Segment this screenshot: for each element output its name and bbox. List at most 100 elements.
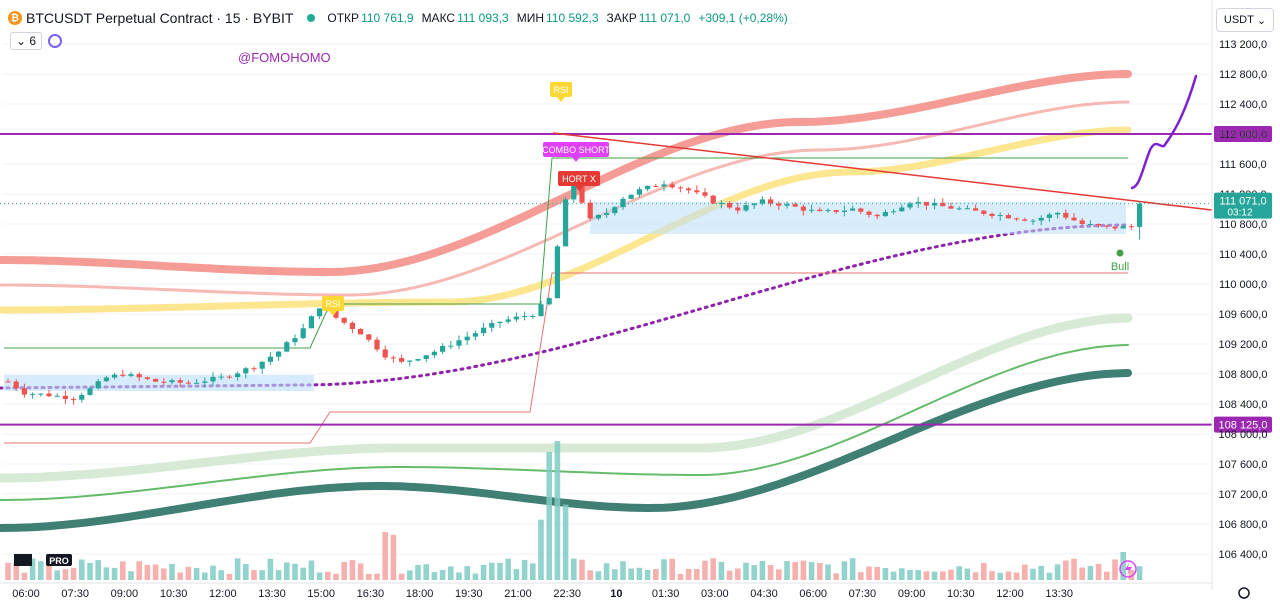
- candle[interactable]: [472, 330, 478, 341]
- candle[interactable]: [964, 205, 970, 210]
- candle[interactable]: [349, 321, 355, 334]
- candle[interactable]: [46, 390, 52, 398]
- candle[interactable]: [1128, 223, 1134, 230]
- candle[interactable]: [595, 214, 601, 221]
- candle[interactable]: [1022, 217, 1028, 222]
- candle[interactable]: [38, 393, 44, 397]
- combo-short-label[interactable]: COMBO SHORT: [542, 142, 610, 162]
- candle[interactable]: [243, 366, 249, 379]
- candle[interactable]: [718, 199, 724, 209]
- candle[interactable]: [226, 374, 232, 379]
- candle[interactable]: [587, 199, 593, 221]
- candle[interactable]: [628, 194, 634, 200]
- candle[interactable]: [1104, 225, 1110, 229]
- candle[interactable]: [431, 349, 437, 359]
- candle[interactable]: [546, 297, 552, 306]
- candle[interactable]: [235, 371, 241, 381]
- candle[interactable]: [194, 378, 200, 384]
- candle[interactable]: [956, 206, 962, 211]
- candle[interactable]: [374, 337, 380, 352]
- candle[interactable]: [448, 341, 454, 350]
- candle[interactable]: [776, 201, 782, 211]
- candle[interactable]: [161, 378, 167, 386]
- trendline[interactable]: [552, 132, 1213, 211]
- candle[interactable]: [973, 204, 979, 211]
- candle[interactable]: [686, 187, 692, 194]
- candle[interactable]: [891, 208, 897, 215]
- candle[interactable]: [645, 185, 651, 192]
- candle[interactable]: [669, 181, 675, 189]
- candle[interactable]: [1096, 223, 1102, 228]
- candle[interactable]: [136, 372, 142, 382]
- candle[interactable]: [620, 196, 626, 210]
- currency-select[interactable]: USDT ⌄: [1216, 8, 1274, 32]
- candle[interactable]: [1063, 209, 1069, 220]
- candle[interactable]: [497, 321, 503, 329]
- candle[interactable]: [95, 378, 101, 390]
- candle[interactable]: [727, 201, 733, 210]
- candle[interactable]: [858, 207, 864, 215]
- candle[interactable]: [809, 204, 815, 213]
- candle[interactable]: [661, 180, 667, 191]
- candle[interactable]: [513, 312, 519, 323]
- candle[interactable]: [694, 185, 700, 195]
- candle[interactable]: [120, 369, 126, 378]
- candle[interactable]: [423, 355, 429, 363]
- candle[interactable]: [997, 212, 1003, 221]
- candle[interactable]: [981, 210, 987, 216]
- candle[interactable]: [464, 331, 470, 345]
- candle[interactable]: [932, 198, 938, 210]
- candle[interactable]: [850, 205, 856, 211]
- candle[interactable]: [62, 390, 68, 405]
- candle[interactable]: [284, 340, 290, 352]
- candle[interactable]: [1055, 211, 1061, 219]
- candle[interactable]: [522, 311, 528, 321]
- candle[interactable]: [636, 186, 642, 198]
- candle[interactable]: [30, 392, 36, 399]
- symbol-header[interactable]: ₿ BTCUSDT Perpetual Contract · 15 · BYBI…: [8, 7, 796, 29]
- rsi-label[interactable]: RSI: [322, 296, 344, 316]
- candle[interactable]: [1120, 224, 1126, 229]
- candle[interactable]: [530, 314, 536, 319]
- candle[interactable]: [612, 206, 618, 216]
- candle[interactable]: [841, 205, 847, 217]
- candle[interactable]: [882, 209, 888, 217]
- candle[interactable]: [874, 213, 880, 220]
- candle[interactable]: [1087, 220, 1093, 226]
- candle[interactable]: [923, 201, 929, 210]
- candle[interactable]: [800, 204, 806, 216]
- candle[interactable]: [456, 335, 462, 350]
- candle[interactable]: [54, 393, 60, 398]
- candle[interactable]: [1079, 218, 1085, 226]
- symbol-title[interactable]: BTCUSDT Perpetual Contract · 15 · BYBIT: [26, 10, 294, 26]
- candle[interactable]: [1046, 212, 1052, 222]
- candle[interactable]: [1030, 218, 1036, 226]
- candle[interactable]: [489, 319, 495, 333]
- candle[interactable]: [604, 208, 610, 218]
- candle[interactable]: [267, 352, 273, 365]
- candle[interactable]: [907, 201, 913, 210]
- sync-icon[interactable]: [48, 34, 63, 48]
- candle[interactable]: [251, 366, 257, 372]
- candle[interactable]: [87, 386, 93, 396]
- candle[interactable]: [300, 323, 306, 340]
- candle[interactable]: [784, 201, 790, 209]
- candle[interactable]: [940, 198, 946, 207]
- candle[interactable]: [481, 322, 487, 336]
- candle[interactable]: [440, 343, 446, 354]
- candle[interactable]: [210, 372, 216, 386]
- candle[interactable]: [153, 378, 159, 382]
- lightning-icon[interactable]: [1119, 560, 1137, 578]
- candle[interactable]: [1112, 226, 1118, 231]
- candle[interactable]: [743, 201, 749, 213]
- candle[interactable]: [21, 383, 27, 398]
- candle[interactable]: [1005, 213, 1011, 219]
- candle[interactable]: [948, 202, 954, 209]
- rsi-label[interactable]: RSI: [550, 82, 572, 102]
- candle[interactable]: [341, 317, 347, 325]
- candle[interactable]: [292, 334, 298, 346]
- candle[interactable]: [899, 204, 905, 212]
- candle[interactable]: [1014, 217, 1020, 222]
- candle[interactable]: [390, 355, 396, 363]
